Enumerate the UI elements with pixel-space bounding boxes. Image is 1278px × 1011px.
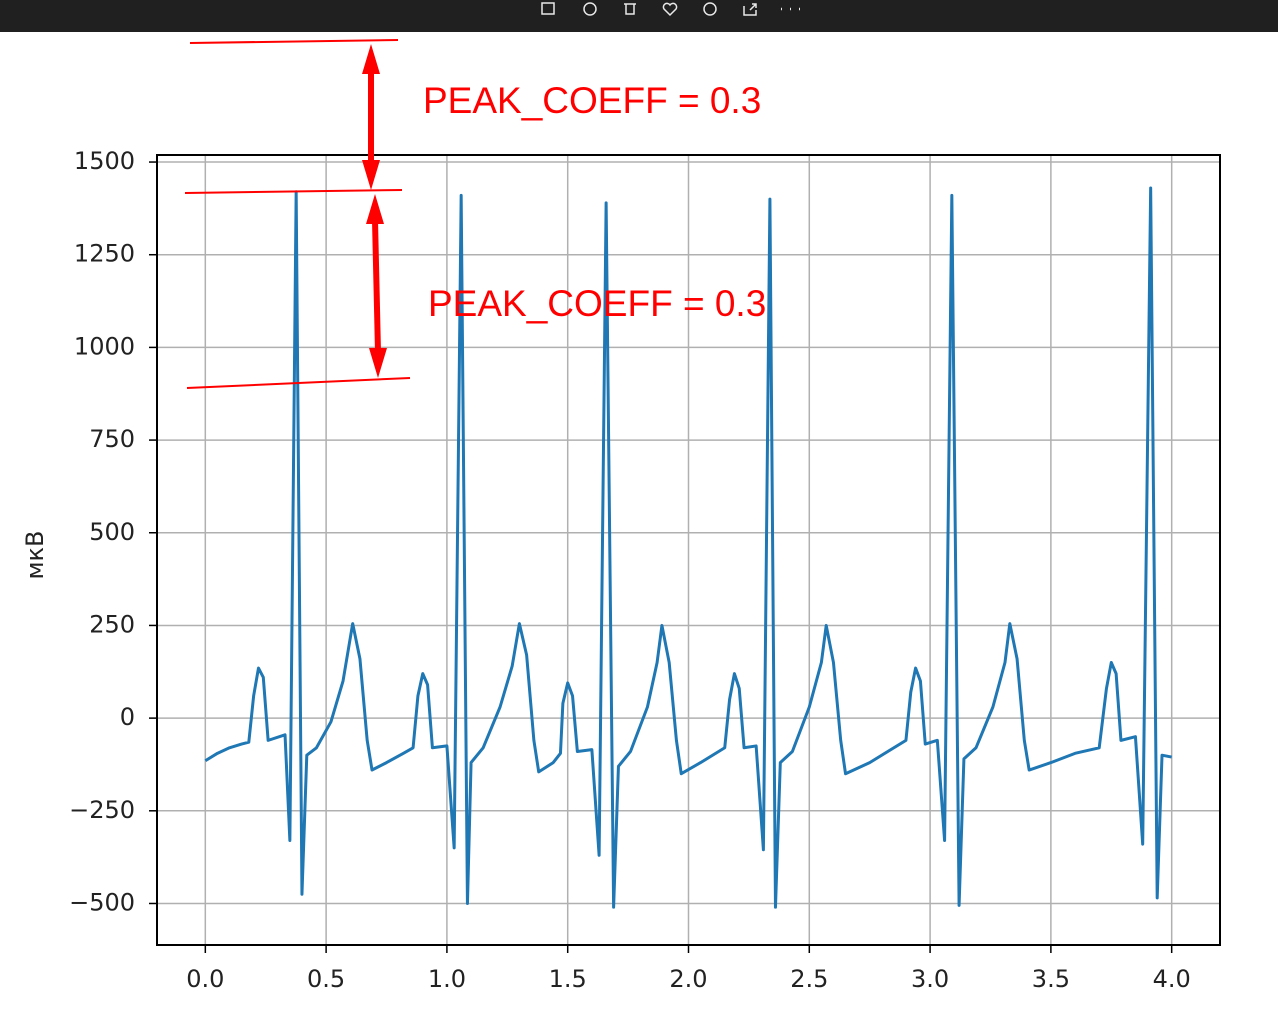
rotate-icon[interactable] — [583, 2, 597, 16]
edit-icon[interactable] — [541, 2, 555, 15]
delete-icon[interactable] — [624, 3, 636, 15]
y-tick-label: 1500 — [74, 147, 135, 175]
x-tick-label: 3.5 — [1032, 965, 1070, 993]
annotation-line — [184, 189, 403, 194]
y-tick-label: 250 — [89, 610, 135, 638]
annotation-text: PEAK_COEFF = 0.3 — [428, 283, 766, 324]
y-tick-label: 1250 — [74, 240, 135, 268]
x-tick-label: 2.0 — [669, 965, 707, 993]
share-icon[interactable] — [743, 3, 757, 16]
ecg-line — [204, 186, 1172, 909]
y-tick-label: 750 — [89, 425, 135, 453]
annotation-line — [189, 39, 399, 44]
x-tick-label: 3.0 — [911, 965, 949, 993]
y-tick-label: 0 — [120, 703, 135, 731]
annotation-lines — [184, 39, 411, 389]
x-tick-label: 0.0 — [186, 965, 224, 993]
x-tick-label: 2.5 — [790, 965, 828, 993]
y-tick-label: 1000 — [74, 332, 135, 360]
x-tick-label: 1.0 — [428, 965, 466, 993]
plot — [157, 155, 1220, 945]
x-tick-label: 0.5 — [307, 965, 345, 993]
y-tick-label: −250 — [69, 796, 135, 824]
favorite-icon[interactable] — [662, 2, 678, 17]
toolbar-icons — [541, 2, 800, 17]
x-tick-label: 4.0 — [1153, 965, 1191, 993]
x-tick-label: 1.5 — [549, 965, 587, 993]
annotation-text: PEAK_COEFF = 0.3 — [423, 80, 761, 121]
toolbar — [0, 0, 1278, 32]
annotation-arrows — [362, 44, 387, 378]
y-tick-label: −500 — [69, 888, 135, 916]
y-tick-label: 500 — [89, 518, 135, 546]
y-axis-label: мкВ — [21, 530, 49, 579]
info-icon[interactable] — [703, 2, 717, 16]
annotation-line — [186, 377, 411, 389]
arrow-shaft — [372, 219, 381, 353]
arrow-heads — [362, 44, 380, 190]
